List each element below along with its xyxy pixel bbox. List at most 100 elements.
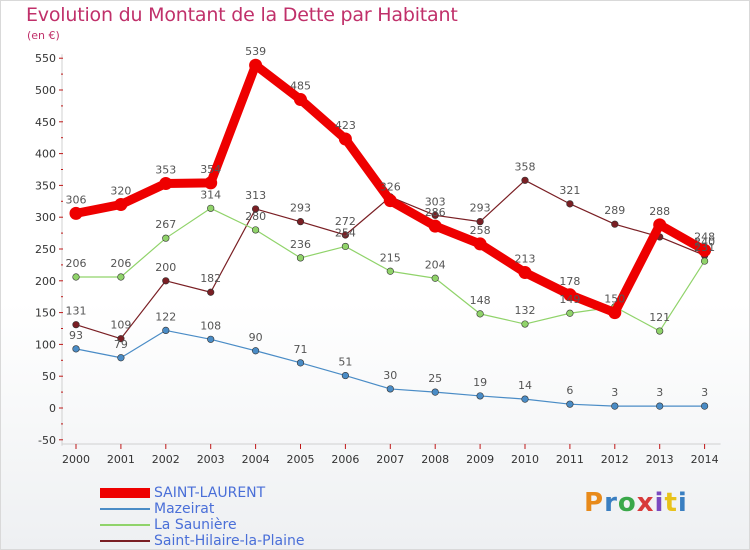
x-tick-label: 2010 — [511, 453, 539, 466]
data-point — [611, 402, 619, 410]
data-point — [521, 395, 529, 403]
data-point — [521, 176, 529, 184]
data-point — [249, 58, 263, 72]
y-tick-label: 50 — [42, 370, 56, 383]
data-label: 539 — [245, 45, 266, 58]
data-point — [114, 197, 128, 211]
data-label: 148 — [470, 294, 491, 307]
chart-title: Evolution du Montant de la Dette par Hab… — [26, 4, 458, 26]
data-label: 280 — [245, 210, 266, 223]
y-tick-label: 200 — [35, 275, 56, 288]
data-point — [296, 254, 305, 262]
legend-label-saint-laurent: SAINT-LAURENT — [154, 485, 266, 501]
data-label: 236 — [290, 238, 311, 251]
data-label: 215 — [380, 251, 401, 264]
data-point — [518, 266, 532, 280]
data-point — [162, 234, 170, 242]
data-label: 248 — [694, 230, 715, 243]
x-tick-label: 2006 — [331, 453, 359, 466]
y-tick-label: 450 — [35, 116, 56, 129]
logo-letter: i — [677, 488, 688, 518]
data-label: 93 — [69, 329, 83, 342]
data-point — [476, 392, 484, 400]
data-label: 121 — [649, 311, 670, 324]
data-point — [608, 306, 622, 320]
data-point — [69, 206, 83, 220]
data-point — [207, 335, 215, 343]
data-point — [428, 219, 442, 233]
data-point — [117, 335, 125, 343]
data-label: 178 — [559, 275, 580, 288]
data-point — [698, 243, 712, 257]
x-tick-label: 2005 — [287, 453, 315, 466]
data-label: 213 — [515, 253, 536, 266]
data-label: 206 — [110, 257, 131, 270]
data-point — [294, 93, 307, 107]
data-point — [252, 205, 260, 213]
legend-label-saint-hilaire: Saint-Hilaire-la-Plaine — [154, 533, 305, 549]
data-point — [566, 309, 574, 317]
logo-letter: o — [617, 488, 637, 518]
data-label: 353 — [155, 163, 176, 176]
data-label: 131 — [66, 305, 87, 318]
data-point — [207, 288, 215, 296]
data-label: 109 — [110, 319, 131, 332]
y-tick-label: 250 — [35, 243, 56, 256]
data-label: 267 — [155, 218, 176, 231]
data-point — [653, 218, 667, 232]
data-label: 3 — [701, 386, 708, 399]
logo-letter: i — [654, 488, 665, 518]
proxiti-logo: Proxiti — [584, 488, 688, 518]
data-point — [72, 273, 80, 281]
data-label: 3 — [611, 386, 618, 399]
data-label: 51 — [338, 356, 352, 369]
data-point — [117, 354, 125, 362]
y-tick-label: 350 — [35, 179, 56, 192]
y-tick-label: -50 — [38, 434, 56, 447]
data-point — [473, 237, 487, 251]
data-label: 79 — [114, 338, 128, 351]
data-label: 358 — [515, 160, 536, 173]
data-label: 206 — [66, 257, 87, 270]
data-point — [207, 204, 215, 212]
data-point — [700, 257, 709, 265]
legend-swatch-la-sauniere — [100, 524, 150, 526]
legend-label-la-sauniere: La Saunière — [154, 517, 237, 533]
data-point — [204, 176, 218, 190]
legend-swatch-saint-laurent — [100, 488, 150, 498]
data-label: 326 — [380, 181, 401, 194]
data-label: 321 — [559, 184, 580, 197]
y-tick-label: 100 — [35, 338, 56, 351]
data-point — [296, 218, 305, 226]
data-label: 200 — [155, 261, 176, 274]
data-point — [566, 200, 574, 208]
data-label: 25 — [428, 372, 442, 385]
data-point — [341, 371, 350, 380]
data-point — [431, 211, 439, 219]
data-point — [563, 288, 577, 302]
y-tick-label: 150 — [35, 307, 56, 320]
data-point — [431, 274, 439, 282]
data-point — [72, 321, 80, 329]
data-point — [252, 226, 260, 234]
legend-label-mazeirat: Mazeirat — [154, 501, 215, 517]
data-label: 150 — [604, 293, 625, 306]
data-label: 288 — [649, 205, 670, 218]
y-tick-label: 300 — [35, 211, 56, 224]
data-label: 122 — [155, 310, 176, 323]
data-point — [611, 220, 619, 228]
data-label: 30 — [383, 369, 397, 382]
data-point — [117, 273, 125, 281]
data-point — [700, 402, 709, 410]
data-label: 313 — [245, 189, 266, 202]
data-point — [341, 242, 350, 251]
data-label: 182 — [200, 272, 221, 285]
data-label: 293 — [470, 202, 491, 215]
logo-letter: x — [636, 488, 655, 518]
data-point — [296, 359, 305, 367]
logo-letter: r — [604, 488, 618, 518]
data-label: 90 — [249, 331, 263, 344]
data-point — [476, 310, 484, 318]
x-tick-label: 2011 — [556, 453, 584, 466]
